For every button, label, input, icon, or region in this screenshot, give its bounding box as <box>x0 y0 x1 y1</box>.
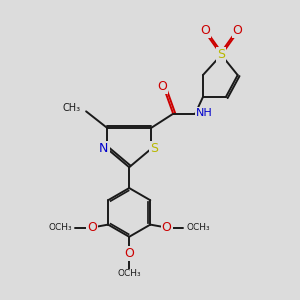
Text: O: O <box>87 221 97 234</box>
Text: NH: NH <box>196 108 212 118</box>
Text: OCH₃: OCH₃ <box>187 223 210 232</box>
Text: O: O <box>233 24 243 37</box>
Text: O: O <box>200 24 210 37</box>
Text: S: S <box>151 142 158 155</box>
Text: S: S <box>217 48 225 62</box>
Text: OCH₃: OCH₃ <box>48 223 72 232</box>
Text: O: O <box>124 247 134 260</box>
Text: CH₃: CH₃ <box>63 103 81 113</box>
Text: N: N <box>99 142 109 155</box>
Text: O: O <box>162 221 172 234</box>
Text: O: O <box>157 80 167 94</box>
Text: OCH₃: OCH₃ <box>117 269 141 278</box>
